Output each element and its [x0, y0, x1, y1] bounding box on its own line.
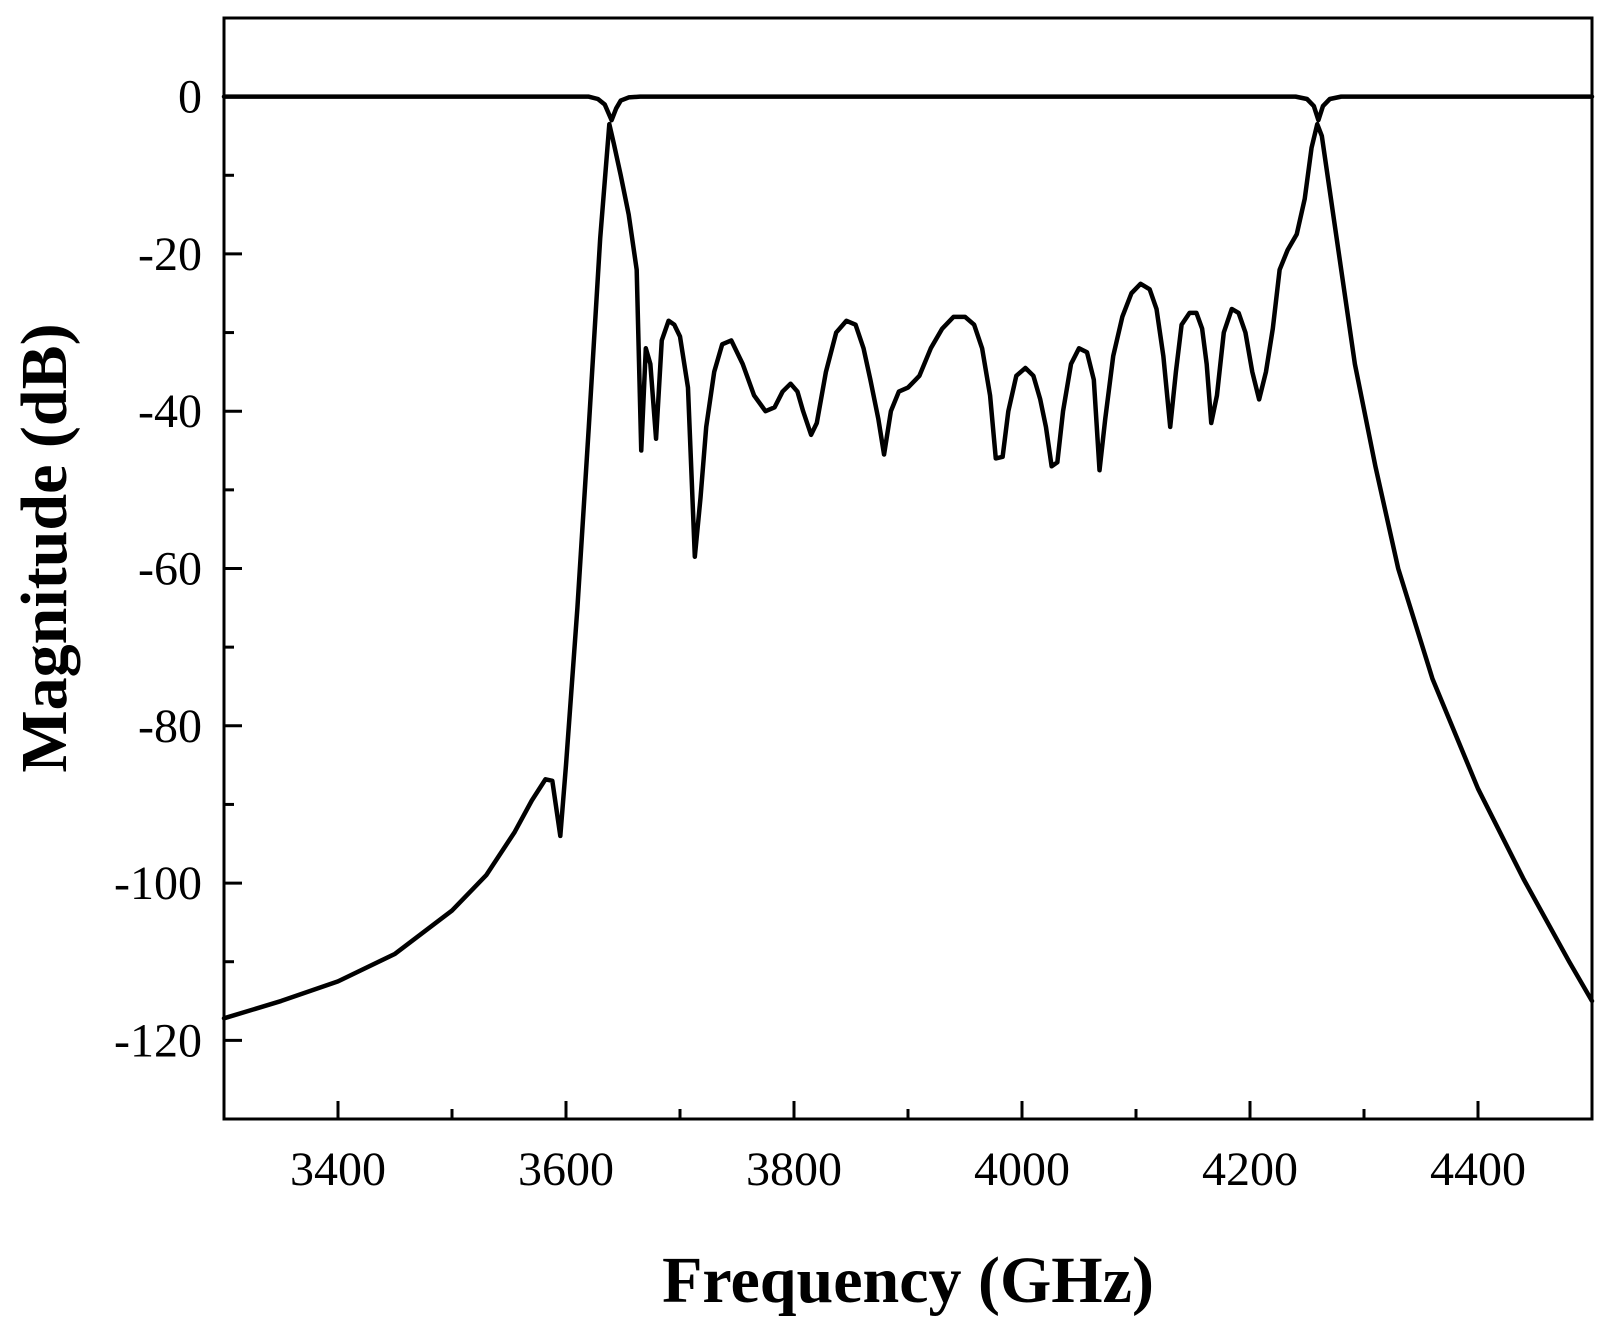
- x-tick-label: 3400: [290, 1143, 386, 1196]
- x-tick-label: 4400: [1430, 1143, 1526, 1196]
- x-tick-label: 4200: [1202, 1143, 1298, 1196]
- y-axis-title: Magnitude (dB): [8, 323, 81, 772]
- plot-frame: [222, 16, 1594, 1121]
- y-tick-label: -80: [138, 700, 202, 753]
- y-tick-label: -20: [138, 228, 202, 281]
- label-layer: 3400 3600 3800 4000 4200 4400 0 -20 -40 -60 -80 -10…: [114, 71, 1526, 1196]
- tick-layer: [224, 95, 1480, 1119]
- y-tick-label: -40: [138, 385, 202, 438]
- y-tick-label: -60: [138, 543, 202, 596]
- x-tick-label: 3800: [746, 1143, 842, 1196]
- x-tick-label: 3600: [518, 1143, 614, 1196]
- x-axis-title: Frequency (GHz): [662, 1244, 1154, 1317]
- series-line-2: [221, 121, 1595, 1021]
- y-tick-label: 0: [178, 71, 202, 124]
- series-layer: [221, 94, 1595, 1021]
- x-tick-label: 4000: [974, 1143, 1070, 1196]
- series-line-1: [221, 94, 1595, 123]
- y-tick-label: -100: [114, 857, 202, 910]
- y-tick-label: -120: [114, 1014, 202, 1067]
